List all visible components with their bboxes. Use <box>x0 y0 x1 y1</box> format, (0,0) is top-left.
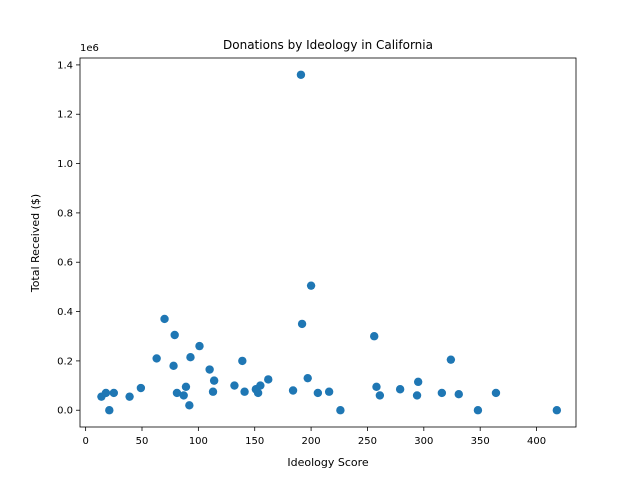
data-point <box>306 281 316 290</box>
x-tick-label: 300 <box>414 436 433 447</box>
data-point <box>230 381 239 390</box>
data-point <box>296 70 306 79</box>
x-tick-label: 350 <box>471 436 490 447</box>
data-point <box>288 386 298 395</box>
data-point <box>109 388 119 398</box>
x-tick-label: 50 <box>136 436 149 447</box>
y-tick-label: 0.4 <box>57 307 73 318</box>
data-point <box>172 388 182 398</box>
data-point <box>552 406 562 415</box>
data-point <box>181 382 191 391</box>
data-point <box>240 387 249 396</box>
x-tick-label: 250 <box>358 436 377 447</box>
data-point <box>336 406 345 415</box>
y-tick-label: 0.6 <box>57 258 73 269</box>
data-point <box>170 330 179 340</box>
data-point <box>413 377 423 387</box>
y-tick-label: 0.2 <box>57 356 73 367</box>
data-point <box>372 382 381 391</box>
data-point <box>169 361 178 371</box>
data-point <box>105 406 114 415</box>
data-point <box>297 319 307 329</box>
data-point <box>152 354 161 363</box>
chart-title: Donations by Ideology in California <box>223 38 433 52</box>
data-point <box>185 401 194 410</box>
data-point <box>375 391 385 400</box>
y-offset-label: 1e6 <box>80 43 99 54</box>
data-point <box>370 332 379 341</box>
data-point <box>313 388 323 398</box>
data-point <box>437 388 447 398</box>
y-tick-label: 0.0 <box>57 406 73 417</box>
data-point <box>256 381 265 390</box>
data-point <box>195 341 204 351</box>
data-point <box>473 406 483 415</box>
x-tick-label: 0 <box>82 436 88 447</box>
y-axis-title: Total Received ($) <box>29 194 42 293</box>
data-point <box>186 352 195 362</box>
y-tick-label: 1.4 <box>57 60 73 71</box>
x-tick-label: 400 <box>527 436 546 447</box>
data-point <box>446 355 456 364</box>
data-point <box>238 356 247 366</box>
data-point <box>136 383 146 393</box>
x-tick-label: 100 <box>189 436 208 447</box>
data-point <box>324 387 334 396</box>
data-point <box>454 389 463 399</box>
data-point <box>395 385 405 394</box>
plot-area: 0 50 100 150 200 250 300 350 400 0.0 0.2 0.4 0.6 0.8 1… <box>57 57 577 447</box>
data-point <box>179 391 188 400</box>
x-axis-title: Ideology Score <box>287 456 369 469</box>
y-tick-label: 1.0 <box>57 159 73 170</box>
data-point <box>125 392 134 401</box>
data-point <box>209 376 219 385</box>
x-tick-label: 150 <box>245 436 264 447</box>
data-point <box>205 365 214 374</box>
data-point <box>264 375 273 384</box>
x-tick-label: 200 <box>302 436 321 447</box>
data-point <box>160 314 169 324</box>
data-point <box>208 387 218 396</box>
y-tick-label: 0.8 <box>57 208 73 219</box>
data-point <box>303 373 312 383</box>
data-point <box>101 388 111 398</box>
data-point <box>412 391 422 400</box>
plot-frame <box>79 57 577 428</box>
data-point <box>491 388 501 398</box>
data-point <box>253 388 263 398</box>
y-tick-label: 1.2 <box>57 110 73 121</box>
